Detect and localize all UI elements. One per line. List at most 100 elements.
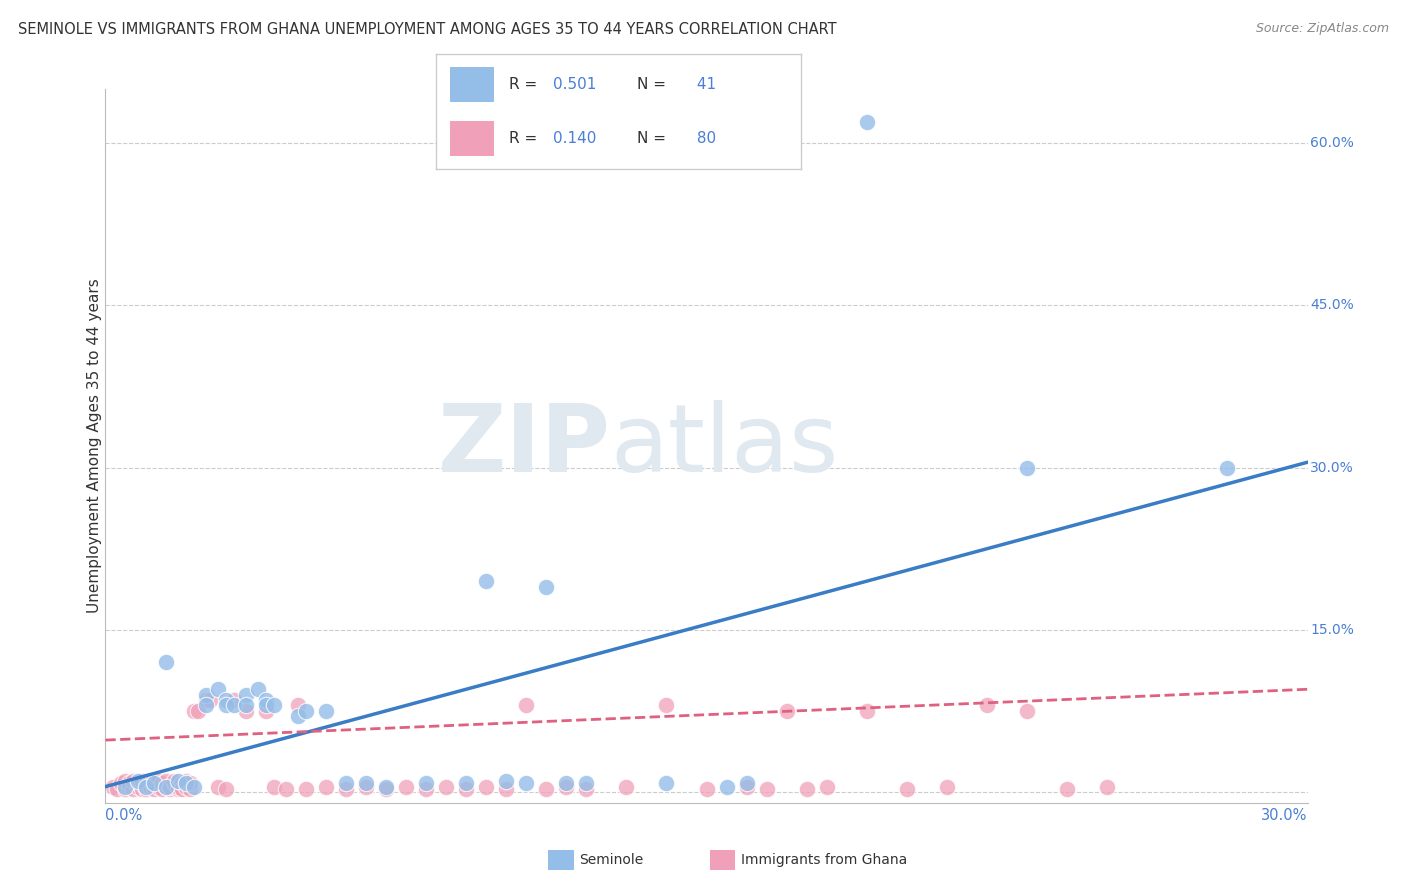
Point xyxy=(155,655,177,669)
Point xyxy=(555,780,578,794)
Point xyxy=(114,774,136,789)
Point xyxy=(155,780,177,794)
Point xyxy=(166,774,188,789)
FancyBboxPatch shape xyxy=(450,120,495,155)
Point xyxy=(146,774,169,789)
Text: 60.0%: 60.0% xyxy=(1310,136,1354,150)
Point xyxy=(150,781,173,796)
Point xyxy=(274,781,297,796)
Point xyxy=(354,776,377,790)
Point xyxy=(246,682,269,697)
Point xyxy=(118,776,141,790)
Point xyxy=(174,774,197,789)
Point xyxy=(936,780,959,794)
Point xyxy=(122,781,145,796)
Text: 15.0%: 15.0% xyxy=(1310,623,1354,637)
Text: SEMINOLE VS IMMIGRANTS FROM GHANA UNEMPLOYMENT AMONG AGES 35 TO 44 YEARS CORRELA: SEMINOLE VS IMMIGRANTS FROM GHANA UNEMPL… xyxy=(18,22,837,37)
Text: N =: N = xyxy=(637,130,671,145)
Point xyxy=(138,774,160,789)
Point xyxy=(475,574,498,589)
Point xyxy=(170,776,193,790)
Point xyxy=(235,698,257,713)
Point xyxy=(159,781,181,796)
Point xyxy=(222,698,245,713)
Point xyxy=(162,774,184,789)
Point xyxy=(138,780,160,794)
Point xyxy=(495,774,517,789)
Text: Seminole: Seminole xyxy=(579,853,644,867)
Point xyxy=(142,776,165,790)
Point xyxy=(135,780,157,794)
Point xyxy=(616,780,638,794)
Point xyxy=(295,704,318,718)
Text: ZIP: ZIP xyxy=(437,400,610,492)
Text: R =: R = xyxy=(509,78,543,93)
Point xyxy=(207,682,229,697)
Point xyxy=(1097,780,1119,794)
Point xyxy=(434,780,457,794)
Point xyxy=(254,693,277,707)
Point xyxy=(855,704,877,718)
Point xyxy=(555,776,578,790)
Point xyxy=(214,698,236,713)
Point xyxy=(187,704,209,718)
Point xyxy=(183,780,205,794)
Point xyxy=(515,776,537,790)
Point xyxy=(716,780,738,794)
Point xyxy=(515,698,537,713)
Text: 0.0%: 0.0% xyxy=(105,808,142,823)
Point xyxy=(194,698,217,713)
Point xyxy=(735,780,758,794)
Point xyxy=(534,580,557,594)
Point xyxy=(254,704,277,718)
Point xyxy=(118,780,141,794)
Point xyxy=(127,774,149,789)
Point xyxy=(454,776,477,790)
Point xyxy=(374,781,398,796)
Point xyxy=(155,780,177,794)
Point xyxy=(495,781,517,796)
Point xyxy=(155,774,177,789)
Text: 45.0%: 45.0% xyxy=(1310,299,1354,312)
Point xyxy=(655,698,678,713)
Point xyxy=(103,780,125,794)
Point xyxy=(110,776,132,790)
Point xyxy=(374,780,398,794)
Point xyxy=(183,704,205,718)
Point xyxy=(335,776,357,790)
Point xyxy=(170,781,193,796)
Point xyxy=(335,781,357,796)
Point xyxy=(166,780,188,794)
Point xyxy=(174,780,197,794)
Point xyxy=(263,780,285,794)
Point xyxy=(114,780,136,794)
Point xyxy=(179,776,201,790)
Point xyxy=(475,780,498,794)
Point xyxy=(207,780,229,794)
Point xyxy=(575,776,598,790)
Point xyxy=(179,781,201,796)
Point xyxy=(114,781,136,796)
Point xyxy=(1017,460,1039,475)
FancyBboxPatch shape xyxy=(450,68,495,103)
Point xyxy=(174,776,197,790)
Point xyxy=(135,776,157,790)
Point xyxy=(415,781,437,796)
Point xyxy=(135,780,157,794)
Point xyxy=(159,780,181,794)
Text: 30.0%: 30.0% xyxy=(1310,460,1354,475)
Text: 0.140: 0.140 xyxy=(553,130,596,145)
Point xyxy=(755,781,778,796)
Point xyxy=(655,776,678,790)
Text: Source: ZipAtlas.com: Source: ZipAtlas.com xyxy=(1256,22,1389,36)
Point xyxy=(696,781,718,796)
Y-axis label: Unemployment Among Ages 35 to 44 years: Unemployment Among Ages 35 to 44 years xyxy=(87,278,101,614)
Point xyxy=(142,776,165,790)
Point xyxy=(287,709,309,723)
Text: Immigrants from Ghana: Immigrants from Ghana xyxy=(741,853,907,867)
Point xyxy=(976,698,998,713)
Text: N =: N = xyxy=(637,78,671,93)
Point xyxy=(287,698,309,713)
Point xyxy=(131,781,153,796)
Point xyxy=(575,781,598,796)
